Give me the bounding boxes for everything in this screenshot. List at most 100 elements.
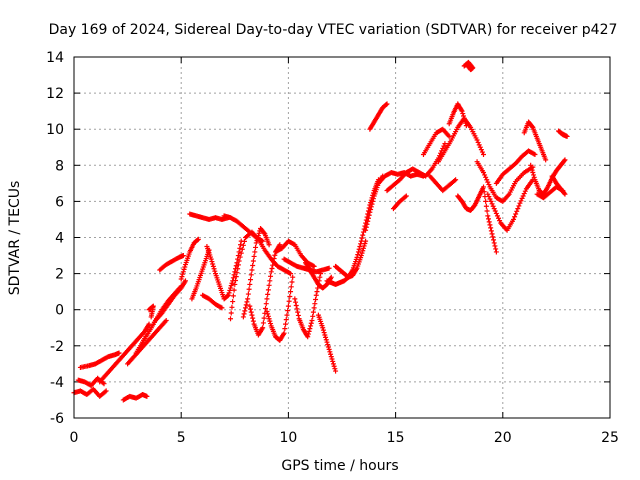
data-point (561, 190, 567, 196)
data-point (248, 277, 254, 283)
data-point (244, 299, 250, 305)
data-point (489, 231, 495, 237)
data-point (288, 271, 294, 277)
data-point (321, 330, 327, 336)
data-point (255, 233, 261, 239)
data-point (290, 274, 296, 280)
data-point (195, 236, 201, 242)
data-point (306, 328, 312, 334)
data-point (227, 287, 233, 293)
data-point (515, 206, 521, 212)
data-point (225, 292, 231, 298)
data-point (210, 263, 216, 269)
data-point (248, 306, 254, 312)
series-r (240, 225, 272, 320)
data-point (241, 311, 247, 317)
data-point (146, 307, 152, 313)
series-aj (446, 101, 469, 129)
data-point (325, 344, 331, 350)
data-point (543, 157, 549, 163)
data-point (285, 308, 291, 314)
data-point (331, 363, 337, 369)
data-point (225, 293, 231, 299)
data-point (517, 200, 523, 206)
data-point (363, 224, 369, 230)
data-point (366, 212, 372, 218)
data-point (252, 249, 258, 255)
data-point (250, 262, 256, 268)
data-point (313, 296, 319, 302)
data-point (490, 203, 496, 209)
series-c (77, 350, 122, 370)
data-point (477, 144, 483, 150)
data-point (260, 320, 266, 326)
axis-ticks: 0 5 10 15 20 25 -6 -4 -2 0 2 4 6 8 10 12 14 (46, 50, 619, 446)
data-point (528, 165, 534, 171)
data-point (242, 308, 248, 314)
data-point (322, 332, 328, 338)
data-point (245, 291, 251, 297)
data-point (208, 256, 214, 262)
data-point (488, 228, 494, 234)
series-p (200, 292, 225, 311)
data-point (260, 325, 266, 331)
data-point (365, 218, 371, 224)
data-point (101, 381, 107, 387)
data-point (490, 234, 496, 240)
data-point (483, 174, 489, 180)
data-point (229, 304, 235, 310)
data-point (364, 221, 370, 227)
data-point (326, 265, 332, 271)
y-tick-label: 6 (55, 194, 64, 210)
data-point (263, 301, 269, 307)
data-point (529, 167, 535, 173)
data-point (358, 241, 364, 247)
data-point (234, 270, 240, 276)
y-tick-label: -2 (50, 339, 64, 355)
data-point (384, 101, 390, 107)
data-point (528, 162, 534, 168)
series-ak (455, 184, 499, 255)
data-point (261, 230, 267, 236)
data-point (531, 172, 537, 178)
data-point (529, 123, 535, 129)
data-point (287, 293, 293, 299)
data-point (357, 244, 363, 250)
data-point (288, 284, 294, 290)
data-point (330, 358, 336, 364)
data-point (219, 305, 225, 311)
data-point (459, 108, 465, 114)
data-point (237, 254, 243, 260)
data-point (272, 252, 278, 258)
data-point (243, 305, 249, 311)
data-point (295, 312, 301, 318)
data-point (270, 262, 276, 268)
data-point (314, 289, 320, 295)
data-point (307, 326, 313, 332)
data-point (324, 339, 330, 345)
data-point (243, 302, 249, 308)
data-point (269, 265, 275, 271)
data-point (266, 316, 272, 322)
y-tick-label: 2 (55, 267, 64, 283)
data-point (289, 279, 295, 285)
series-k (178, 236, 201, 282)
data-point (265, 313, 271, 319)
data-point (446, 133, 452, 139)
plot-frame (73, 56, 611, 419)
x-tick-label: 20 (494, 430, 512, 446)
series-an (485, 177, 536, 233)
data-point (463, 61, 469, 67)
data-point (359, 235, 365, 241)
data-point (484, 177, 490, 183)
data-point (308, 323, 314, 329)
x-axis-label: GPS time / hours (281, 458, 398, 474)
data-point (267, 278, 273, 284)
x-tick-label: 0 (70, 430, 79, 446)
series-q (228, 229, 294, 322)
data-point (305, 334, 311, 340)
series-x (303, 260, 334, 291)
data-point (369, 201, 375, 207)
data-point (511, 216, 517, 222)
